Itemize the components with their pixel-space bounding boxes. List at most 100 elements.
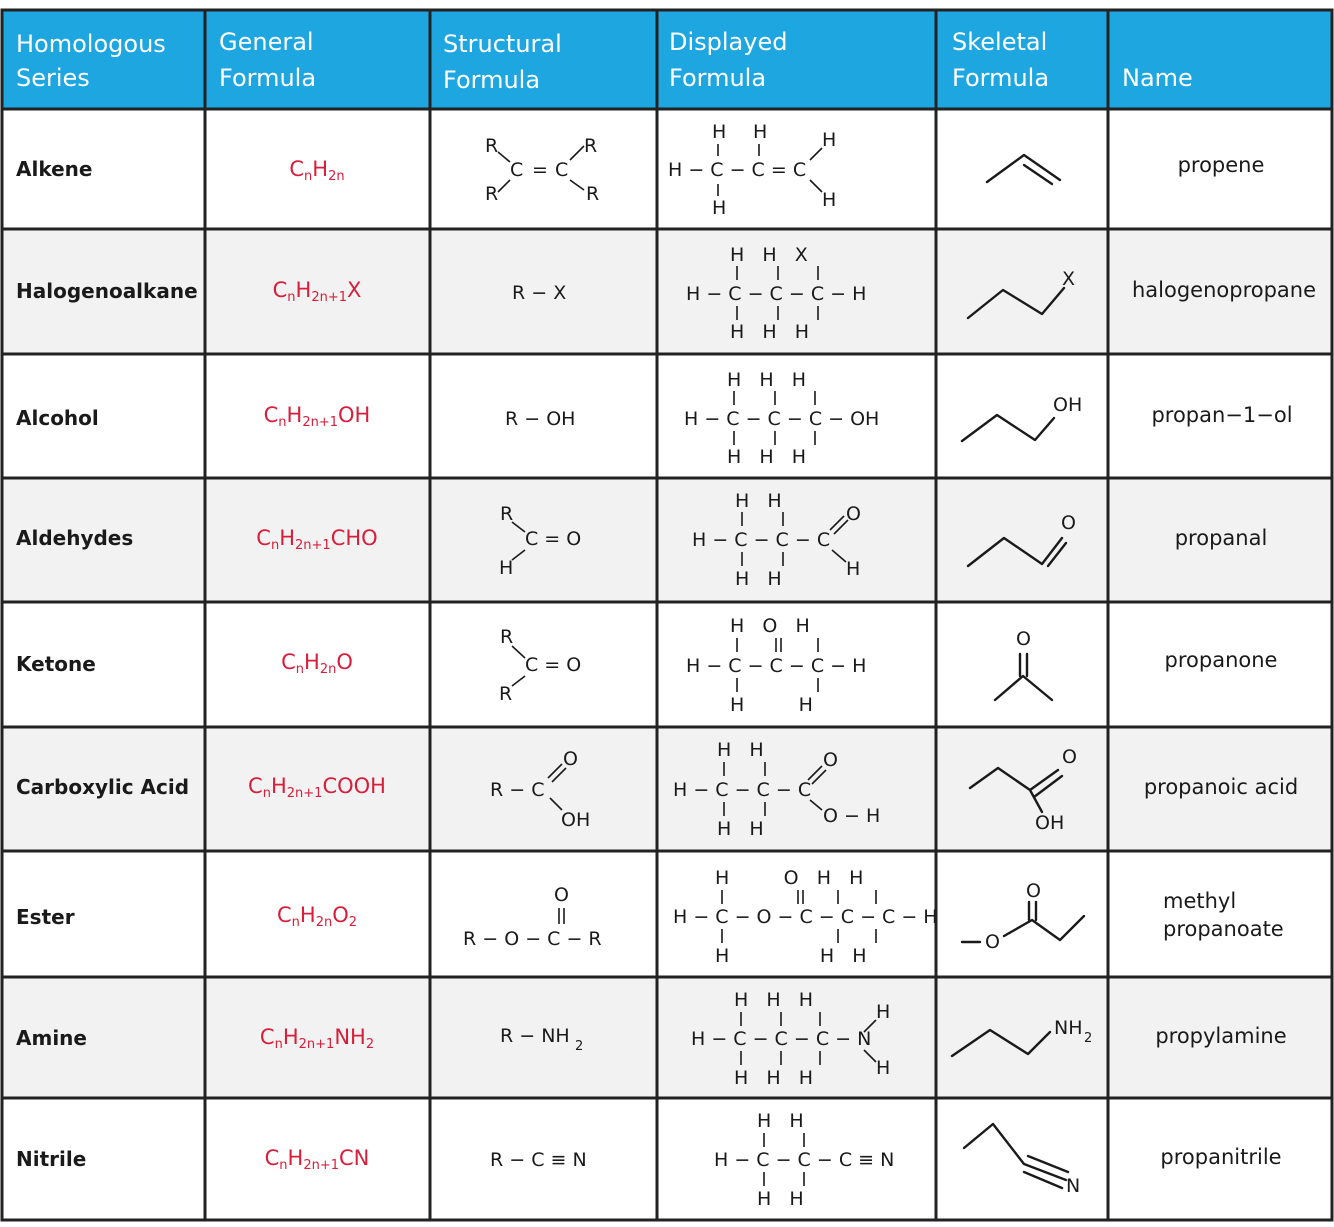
- disp-nit-top: H H: [757, 1110, 804, 1132]
- displayed-aldehyde: H H H − C − C − C H H O H: [692, 490, 861, 590]
- header-general-l2: Formula: [219, 64, 316, 92]
- displayed-nitrile: H H H − C − C − C ≡ N H H: [714, 1110, 894, 1210]
- row-bg-halogenoalkane: [2, 229, 1332, 354]
- disp-amine-h1: H: [876, 1001, 890, 1023]
- struct-alkene-r2: R: [584, 135, 597, 157]
- skel-ald-o: O: [1061, 512, 1076, 534]
- general-formula-carboxylic-acid: CnH2n+1COOH: [248, 774, 386, 801]
- struct-ketone-r2: R: [499, 683, 512, 705]
- skeletal-aldehyde: O: [966, 512, 1076, 568]
- header-skeletal-l1: Skeletal: [952, 28, 1047, 56]
- struct-alcohol: R − OH: [505, 408, 575, 430]
- skeletal-halogenoalkane: X: [966, 268, 1075, 320]
- series-carboxylic-acid: Carboxylic Acid: [16, 775, 189, 799]
- struct-carboxylic-oh: OH: [561, 809, 590, 831]
- series-ester: Ester: [16, 905, 75, 929]
- skeletal-amine: NH 2: [950, 1017, 1092, 1058]
- disp-alc-top: H H H: [727, 369, 806, 391]
- series-amine: Amine: [16, 1026, 87, 1050]
- skeletal-carboxylic: O OH: [968, 746, 1077, 834]
- disp-alkene-h3: H: [712, 197, 726, 219]
- disp-ester-top: H O H H: [715, 867, 863, 889]
- disp-halo-mid: H − C − C − C − H: [686, 283, 866, 305]
- name-propene: propene: [1178, 153, 1265, 177]
- row-bg-ketone: [2, 602, 1332, 727]
- name-propanone: propanone: [1165, 648, 1278, 672]
- row-bg-aldehyde: [2, 478, 1332, 602]
- struct-alkene-r4: R: [586, 183, 599, 205]
- name-propanal: propanal: [1175, 526, 1268, 550]
- header-structural-l1: Structural: [443, 30, 562, 58]
- disp-carb-mid: H − C − C − C: [673, 779, 811, 801]
- struct-alkene-r3: R: [485, 183, 498, 205]
- displayed-amine: H H H H − C − C − C − N H H H H H: [691, 989, 890, 1089]
- general-formula-amine: CnH2n+1NH2: [260, 1025, 374, 1052]
- struct-ester-chain: R − O − C − R: [463, 928, 602, 950]
- header-series-l1: Homologous: [16, 30, 166, 58]
- skeletal-alcohol: OH: [960, 394, 1082, 443]
- struct-halogenoalkane: R − X: [512, 282, 566, 304]
- general-formula-halogenoalkane: CnH2n+1X: [273, 278, 362, 305]
- disp-halo-top: H H X: [730, 244, 808, 266]
- struct-nitrile: R − C ≡ N: [490, 1149, 587, 1171]
- disp-carb-o: O: [823, 749, 838, 771]
- disp-ald-mid: H − C − C − C: [692, 529, 830, 551]
- struct-carboxylic-o: O: [563, 748, 578, 770]
- struct-amine-main: R − NH: [500, 1025, 570, 1047]
- struct-alkene-eq: =: [532, 159, 548, 181]
- disp-amine-top: H H H: [734, 989, 813, 1011]
- structural-carboxylic: R − C O OH: [490, 748, 590, 831]
- disp-amine-mid: H − C − C − C − N: [691, 1028, 871, 1050]
- skel-carb-o: O: [1062, 746, 1077, 768]
- disp-ald-top: H H: [735, 490, 782, 512]
- name-propanitrile: propanitrile: [1160, 1145, 1281, 1169]
- header-displayed-l1: Displayed: [669, 28, 787, 56]
- displayed-alkene: H H H − C − C = C H H H: [668, 121, 836, 219]
- row-bg-nitrile: [2, 1098, 1332, 1220]
- series-aldehydes: Aldehydes: [16, 526, 133, 550]
- struct-amine-sub: 2: [575, 1039, 583, 1054]
- skeletal-ester: O O: [960, 880, 1086, 953]
- struct-alkene-c1: C: [510, 159, 523, 181]
- struct-carboxylic-rc: R − C: [490, 779, 544, 801]
- struct-aldehyde-co: C = O: [525, 528, 581, 550]
- header-general-l1: General: [219, 28, 314, 56]
- disp-alkene-mid: H − C − C = C: [668, 159, 806, 181]
- general-formulas: CnH2n CnH2n+1X CnH2n+1OH CnH2n+1CHO CnH2nO Cn…: [248, 157, 386, 1173]
- disp-ket-top: H O H: [730, 615, 810, 637]
- name-propylamine: propylamine: [1155, 1024, 1286, 1048]
- disp-ester-mid: H − C − O − C − C − C − H: [673, 906, 938, 928]
- general-formula-alcohol: CnH2n+1OH: [264, 403, 371, 430]
- name-propanoic-acid: propanoic acid: [1144, 775, 1298, 799]
- header-series-l2: Series: [16, 64, 90, 92]
- name-halogenopropane: halogenopropane: [1132, 278, 1316, 302]
- disp-halo-bot: H H H: [730, 321, 809, 343]
- disp-alkene-h5: H: [822, 189, 836, 211]
- displayed-halogenoalkane: H H X H − C − C − C − H H H H: [686, 244, 866, 343]
- disp-alc-bot: H H H: [727, 446, 806, 468]
- skeletal-ketone: O: [993, 628, 1054, 702]
- structural-ester: O R − O − C − R: [463, 884, 602, 950]
- disp-alkene-h4: H: [822, 129, 836, 151]
- disp-alc-mid: H − C − C − C − OH: [684, 408, 879, 430]
- series-ketone: Ketone: [16, 652, 96, 676]
- structural-amine: R − NH 2: [500, 1025, 583, 1054]
- skel-ester-om: O: [985, 931, 1000, 953]
- skel-ester-o: O: [1026, 880, 1041, 902]
- skel-ket-o: O: [1016, 628, 1031, 650]
- row-bg-alcohol: [2, 354, 1332, 478]
- header-structural-l2: Formula: [443, 66, 540, 94]
- skel-halo-x: X: [1062, 268, 1075, 290]
- skeletal-alkene: [985, 153, 1062, 186]
- series-alkene: Alkene: [16, 157, 92, 181]
- disp-carb-bot: H H: [717, 818, 764, 840]
- struct-ketone-co: C = O: [525, 654, 581, 676]
- table-grid: [0, 8, 1334, 1222]
- disp-ald-bot: H H: [735, 568, 782, 590]
- row-bg-alkene: [2, 109, 1332, 229]
- general-formula-alkene: CnH2n: [289, 157, 344, 184]
- struct-aldehyde-h: H: [499, 557, 513, 579]
- row-bg-ester: [2, 851, 1332, 977]
- displayed-carboxylic: H H H − C − C − C H H O O − H: [673, 739, 880, 840]
- structural-aldehyde: R C = O H: [499, 503, 581, 579]
